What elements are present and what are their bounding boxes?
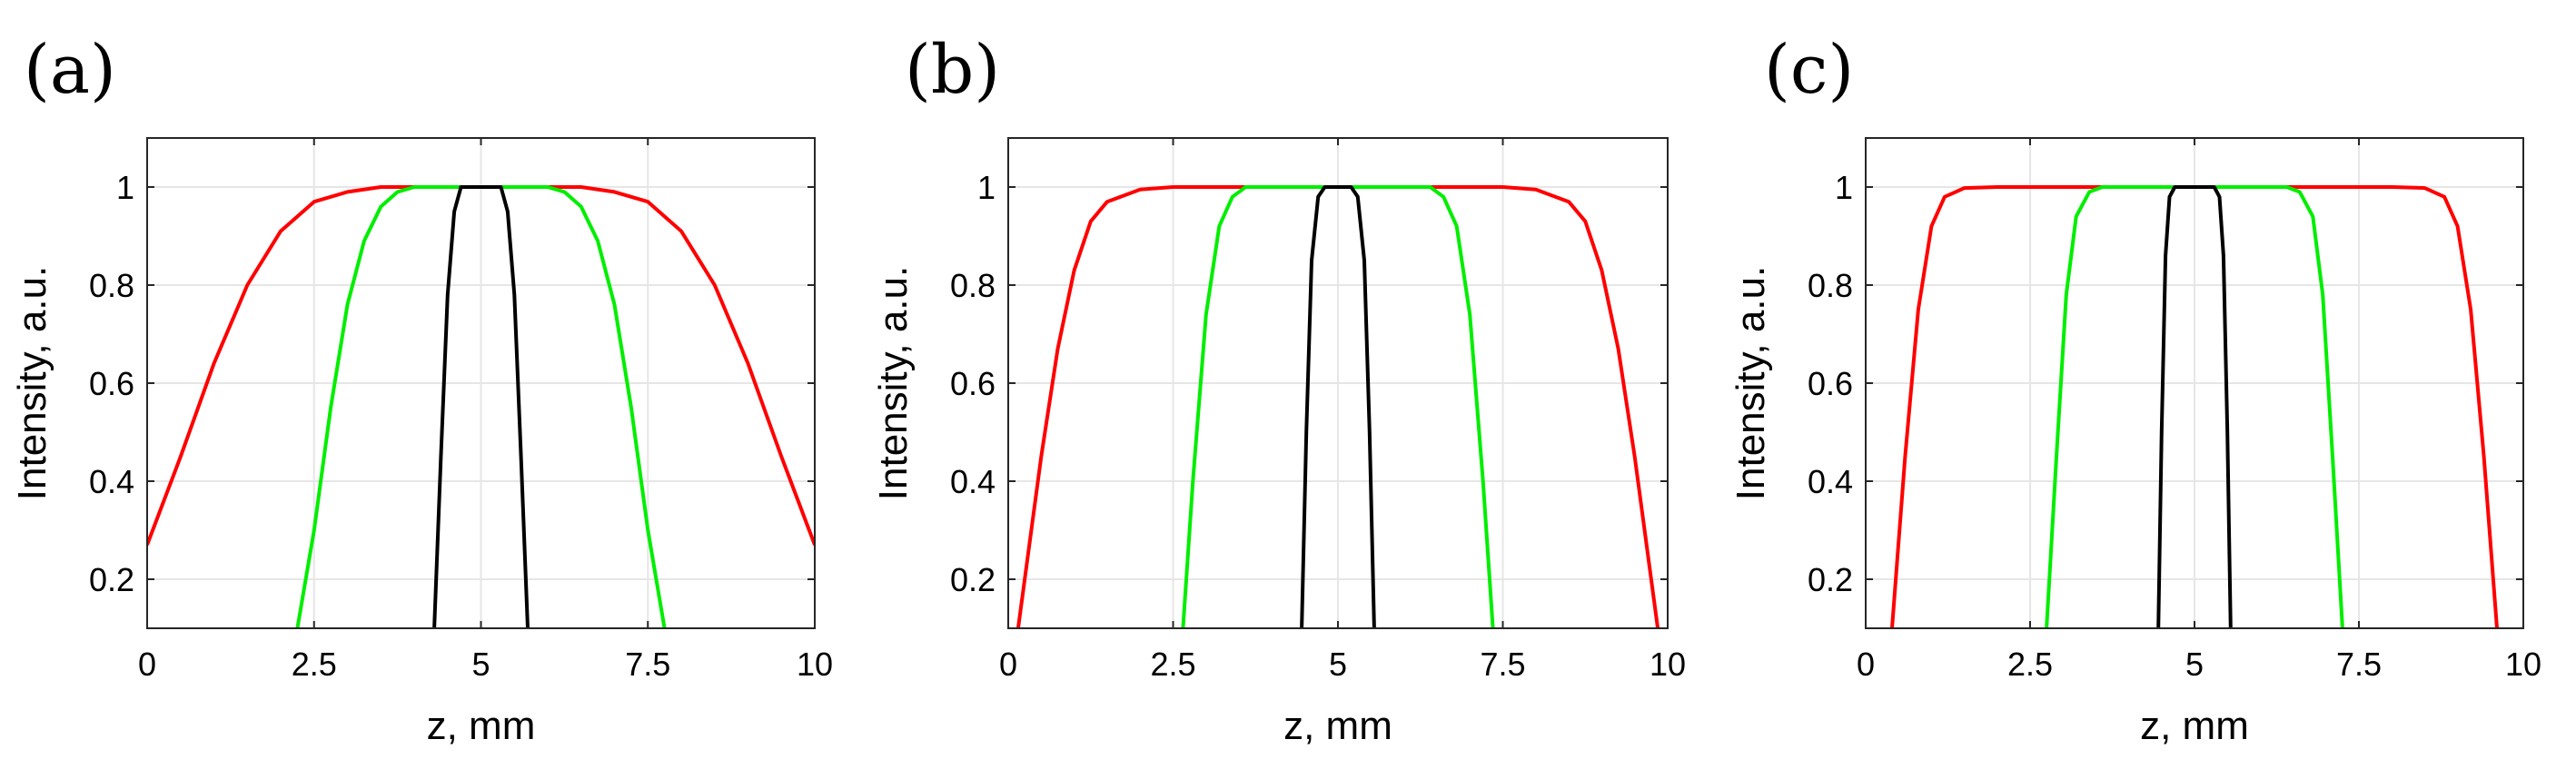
y-tick-label: 0.8 (89, 267, 134, 304)
chart-panel-0: 0 2.5 5 7.5 10 0.2 0.4 0.6 0.8 1 z, mm Intensity, a… (10, 137, 833, 748)
y-axis-label: Intensity, a.u. (10, 266, 54, 500)
y-tick-label: 0.4 (1808, 463, 1853, 500)
x-axis-label: z, mm (2140, 704, 2249, 748)
y-tick-label: 0.8 (950, 267, 996, 304)
x-tick-label: 10 (1650, 646, 1686, 683)
x-tick-label: 7.5 (1480, 646, 1525, 683)
series-line-2 (432, 185, 530, 628)
x-tick-label: 5 (1329, 646, 1347, 683)
y-tick-label: 0.6 (89, 365, 134, 402)
x-tick-label: 10 (797, 646, 833, 683)
y-tick-label: 1 (1835, 169, 1853, 206)
y-tick-label: 0.4 (89, 463, 134, 500)
x-tick-label: 7.5 (625, 646, 670, 683)
y-tick-label: 0.4 (950, 463, 996, 500)
x-axis-label: z, mm (427, 704, 536, 748)
y-axis-label: Intensity, a.u. (1729, 266, 1773, 500)
x-tick-label: 0 (999, 646, 1017, 683)
panel-label-c: (c) (1764, 31, 1855, 109)
y-tick-label: 1 (116, 169, 134, 206)
y-tick-label: 0.2 (950, 561, 996, 598)
y-tick-label: 0.6 (950, 365, 996, 402)
y-tick-label: 0.2 (89, 561, 134, 598)
y-tick-label: 0.6 (1808, 365, 1853, 402)
chart-panel-2: 0 2.5 5 7.5 10 0.2 0.4 0.6 0.8 1 z, mm Intensity, a… (1729, 137, 2541, 748)
x-tick-label: 7.5 (2336, 646, 2382, 683)
x-tick-label: 2.5 (1150, 646, 1195, 683)
y-tick-label: 0.2 (1808, 561, 1853, 598)
x-tick-label: 0 (138, 646, 156, 683)
series-line-2 (1300, 185, 1376, 628)
x-tick-label: 5 (471, 646, 490, 683)
series-line-2 (2156, 185, 2233, 628)
panel-label-b: (b) (905, 31, 1001, 109)
y-tick-label: 1 (977, 169, 996, 206)
panel-label-a: (a) (24, 31, 116, 109)
y-tick-label: 0.8 (1808, 267, 1853, 304)
x-tick-label: 2.5 (2007, 646, 2053, 683)
y-axis-label: Intensity, a.u. (871, 266, 916, 500)
x-tick-label: 2.5 (292, 646, 337, 683)
x-axis-label: z, mm (1283, 704, 1392, 748)
x-tick-label: 10 (2505, 646, 2541, 683)
x-tick-label: 5 (2185, 646, 2204, 683)
chart-panel-1: 0 2.5 5 7.5 10 0.2 0.4 0.6 0.8 1 z, mm Intensity, a… (871, 137, 1686, 748)
x-tick-label: 0 (1857, 646, 1875, 683)
